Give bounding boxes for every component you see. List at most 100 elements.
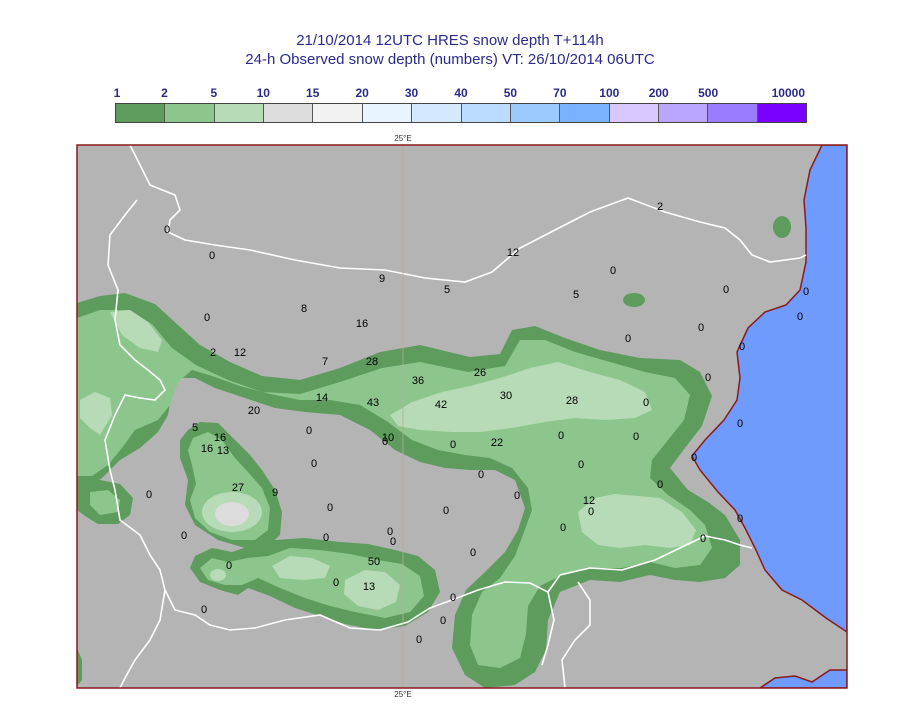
- observation-value: 0: [558, 430, 564, 442]
- observation-value: 0: [588, 506, 594, 518]
- map-title-line-2: 24-h Observed snow depth (numbers) VT: 2…: [245, 51, 655, 68]
- legend-swatch: [609, 104, 659, 122]
- observation-value: 5: [573, 289, 579, 301]
- observation-value: 0: [700, 533, 706, 545]
- observation-value: 0: [739, 341, 745, 353]
- border-western: [104, 199, 166, 679]
- observation-value: 0: [146, 489, 152, 501]
- legend-swatch: [510, 104, 561, 122]
- snow-area-east-5: [578, 494, 696, 548]
- legend-label: 100: [599, 86, 620, 100]
- legend-label: 10000: [771, 86, 805, 100]
- legend-label: 200: [648, 86, 669, 100]
- observation-value: 36: [412, 375, 424, 387]
- legend-label: 1: [113, 86, 121, 100]
- snow-area-northwest-5: [110, 310, 162, 352]
- legend-label: 500: [698, 86, 719, 100]
- observation-value: 0: [633, 431, 639, 443]
- observation-value: 0: [560, 522, 566, 534]
- observation-value: 0: [610, 265, 616, 277]
- observation-value: 20: [248, 405, 260, 417]
- border-northern: [129, 145, 807, 283]
- observation-value: 12: [507, 247, 519, 259]
- observation-value: 50: [368, 556, 380, 568]
- observation-value: 9: [272, 487, 278, 499]
- legend-label: 20: [355, 86, 369, 100]
- observation-value: 12: [583, 495, 595, 507]
- observation-value: 0: [803, 286, 809, 298]
- snow-area-central-ridge-5: [390, 362, 652, 432]
- legend-label: 5: [210, 86, 218, 100]
- legend-label: 50: [503, 86, 518, 100]
- observation-value: 0: [478, 469, 484, 481]
- border-southern: [164, 581, 555, 666]
- observation-value: 0: [204, 312, 210, 324]
- legend-swatch: [214, 104, 265, 122]
- observation-value: 9: [379, 273, 385, 285]
- observation-value: 22: [491, 437, 503, 449]
- observation-value: 0: [323, 532, 329, 544]
- legend-swatch: [560, 104, 610, 122]
- legend-swatch: [412, 104, 462, 122]
- observation-value: 0: [691, 452, 697, 464]
- observation-value: 0: [514, 490, 520, 502]
- observation-value: 0: [625, 333, 631, 345]
- black-sea: [691, 145, 847, 633]
- legend-swatch: [708, 104, 758, 122]
- legend-swatch: [362, 104, 413, 122]
- observation-value: 28: [566, 395, 578, 407]
- observation-value: 16: [356, 318, 368, 330]
- observation-value: 2: [657, 201, 663, 213]
- observation-value: 0: [181, 530, 187, 542]
- legend-label: 40: [454, 86, 468, 100]
- observation-value: 26: [474, 367, 486, 379]
- observation-value: 0: [209, 250, 215, 262]
- snow-patch-far-west-1: [77, 648, 82, 686]
- observation-value: 0: [201, 604, 207, 616]
- observation-value: 0: [416, 634, 422, 646]
- border-far-southwest: [119, 677, 126, 688]
- observation-value: 0: [390, 536, 396, 548]
- observation-value: 0: [578, 459, 584, 471]
- sea-corner-bottom: [758, 669, 847, 688]
- observation-value: 42: [435, 399, 447, 411]
- observation-value: 0: [797, 311, 803, 323]
- snow-area-west-5: [80, 392, 112, 435]
- observation-value: 0: [698, 322, 704, 334]
- legend-swatch: [757, 104, 807, 122]
- snow-patch-northeast-1: [773, 216, 791, 238]
- observation-value: 0: [164, 224, 170, 236]
- snow-contour-level-5: [80, 310, 696, 610]
- country-borders: [104, 145, 807, 688]
- observation-value: 2: [210, 347, 216, 359]
- map-frame: [76, 144, 848, 689]
- observation-value: 0: [450, 592, 456, 604]
- observation-value: 16: [201, 443, 213, 455]
- observation-value: 0: [440, 615, 446, 627]
- observation-value: 8: [301, 303, 307, 315]
- observation-value: 5: [444, 284, 450, 296]
- observation-value: 10: [382, 432, 394, 444]
- observation-value: 13: [363, 581, 375, 593]
- observation-value: 0: [387, 526, 393, 538]
- observation-value: 16: [214, 432, 226, 444]
- legend-swatch: [116, 104, 166, 122]
- legend-swatch: [313, 104, 363, 122]
- observation-value: 0: [450, 439, 456, 451]
- observation-value: 0: [311, 458, 317, 470]
- legend-swatch: [165, 104, 215, 122]
- observation-value: 28: [366, 356, 378, 368]
- snow-area-peak-10: [215, 502, 249, 526]
- observation-value: 0: [643, 397, 649, 409]
- snow-area-west-ridge-2: [90, 490, 120, 515]
- observation-value: 0: [705, 372, 711, 384]
- observation-value: 5: [192, 422, 198, 434]
- snow-area-small-5: [210, 569, 226, 581]
- observation-value: 0: [723, 284, 729, 296]
- observation-value: 7: [322, 356, 328, 368]
- observation-value: 0: [306, 425, 312, 437]
- legend-color-bar: [115, 103, 807, 123]
- legend-swatch: [658, 104, 709, 122]
